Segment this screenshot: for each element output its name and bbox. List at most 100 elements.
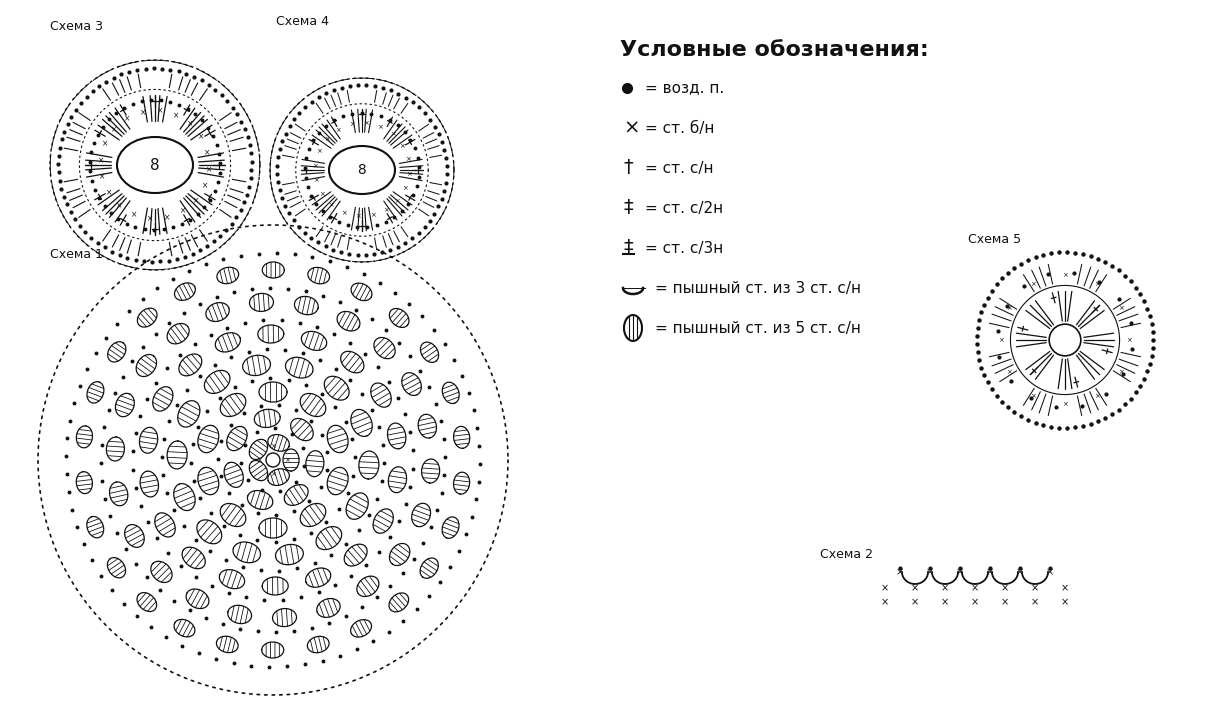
Text: = возд. п.: = возд. п. [645,81,724,96]
Text: ×: × [399,143,405,149]
Text: ×: × [1031,584,1039,594]
Circle shape [266,453,280,467]
Text: ×: × [140,108,146,117]
Text: ×: × [1045,567,1054,577]
Text: ×: × [117,201,123,210]
Text: ×: × [319,191,325,197]
Text: ×: × [926,567,934,577]
Text: ×: × [910,598,919,607]
Text: ×: × [363,120,369,126]
Text: ×: × [329,202,334,208]
Text: ×: × [106,188,112,198]
Ellipse shape [117,137,193,193]
Text: ×: × [198,132,205,142]
Text: = ст. с/н: = ст. с/н [645,161,713,176]
Text: ×: × [112,125,118,134]
Text: ×: × [98,156,104,165]
Text: ×: × [270,443,276,449]
Text: Условные обозначения:: Условные обозначения: [620,40,929,60]
Text: ×: × [971,598,979,607]
Text: = ст. с/3н: = ст. с/3н [645,241,723,256]
Text: ×: × [405,156,411,162]
Text: ×: × [341,210,346,216]
Text: ×: × [164,213,171,222]
Text: ×: × [390,132,395,137]
Text: ×: × [1118,305,1124,311]
Text: ×: × [205,149,211,157]
Text: = ст. с/2н: = ст. с/2н [645,200,723,215]
Text: = пышный ст. из 5 ст. с/н: = пышный ст. из 5 ст. с/н [655,321,861,336]
Text: ×: × [131,210,137,219]
Text: ×: × [941,584,948,594]
Text: ×: × [1126,337,1133,343]
Text: = ст. б/н: = ст. б/н [645,120,714,135]
Text: ×: × [1029,281,1036,287]
Text: ×: × [348,121,355,127]
Text: ×: × [402,185,409,191]
Ellipse shape [329,146,395,194]
Text: ×: × [147,215,153,223]
Text: ×: × [201,181,207,190]
Text: ×: × [317,149,321,154]
Text: ×: × [1016,567,1025,577]
Text: ×: × [378,124,383,130]
Text: ×: × [1063,273,1067,279]
Text: ×: × [1061,598,1069,607]
Text: ×: × [256,457,261,463]
Text: ×: × [998,337,1004,343]
Text: ×: × [1029,393,1036,399]
Text: ×: × [324,136,330,142]
Text: ×: × [956,567,964,577]
Text: Схема 1: Схема 1 [50,248,103,261]
Text: ×: × [1006,369,1012,375]
Text: ×: × [102,139,108,149]
Text: ‡: ‡ [623,239,633,258]
Text: ×: × [1001,584,1009,594]
Text: Схема 3: Схема 3 [50,20,103,33]
Text: 8: 8 [357,163,367,177]
Text: ×: × [313,163,318,169]
Text: ×: × [881,598,890,607]
Text: ×: × [173,111,179,120]
Ellipse shape [625,315,642,341]
Text: ×: × [896,567,904,577]
Text: ×: × [179,207,187,216]
Text: ×: × [313,178,319,183]
Text: ×: × [1006,305,1012,311]
Text: ×: × [881,584,890,594]
Text: ×: × [1094,281,1101,287]
Text: ×: × [270,471,276,477]
Text: ×: × [206,165,212,174]
Text: ×: × [157,107,163,115]
Text: ×: × [941,598,948,607]
Text: ‡: ‡ [623,198,633,217]
Text: Схема 5: Схема 5 [968,233,1021,246]
Text: ×: × [99,173,106,182]
Text: Схема 4: Схема 4 [276,15,329,28]
Text: ×: × [1094,393,1101,399]
Text: ×: × [285,457,290,463]
Text: ×: × [1118,369,1124,375]
Text: ×: × [335,127,341,133]
Text: Схема 2: Схема 2 [820,548,872,561]
Text: ×: × [355,214,361,219]
Text: ×: × [406,171,411,177]
Text: ×: × [971,584,979,594]
Text: ×: × [1001,598,1009,607]
Text: ×: × [188,120,194,129]
Circle shape [1049,324,1081,356]
Text: ×: × [395,198,400,204]
Text: = пышный ст. из 3 ст. с/н: = пышный ст. из 3 ст. с/н [655,280,861,295]
Text: 8: 8 [150,157,160,173]
Text: ×: × [1031,598,1039,607]
Text: ×: × [987,567,994,577]
Text: ×: × [193,196,199,205]
Text: ×: × [1061,584,1069,594]
Text: ×: × [623,118,639,137]
Text: ×: × [369,212,375,219]
Text: ×: × [124,114,130,123]
Text: †: † [623,159,633,178]
Text: ×: × [1063,401,1067,407]
Text: ×: × [910,584,919,594]
Text: ×: × [383,207,389,213]
